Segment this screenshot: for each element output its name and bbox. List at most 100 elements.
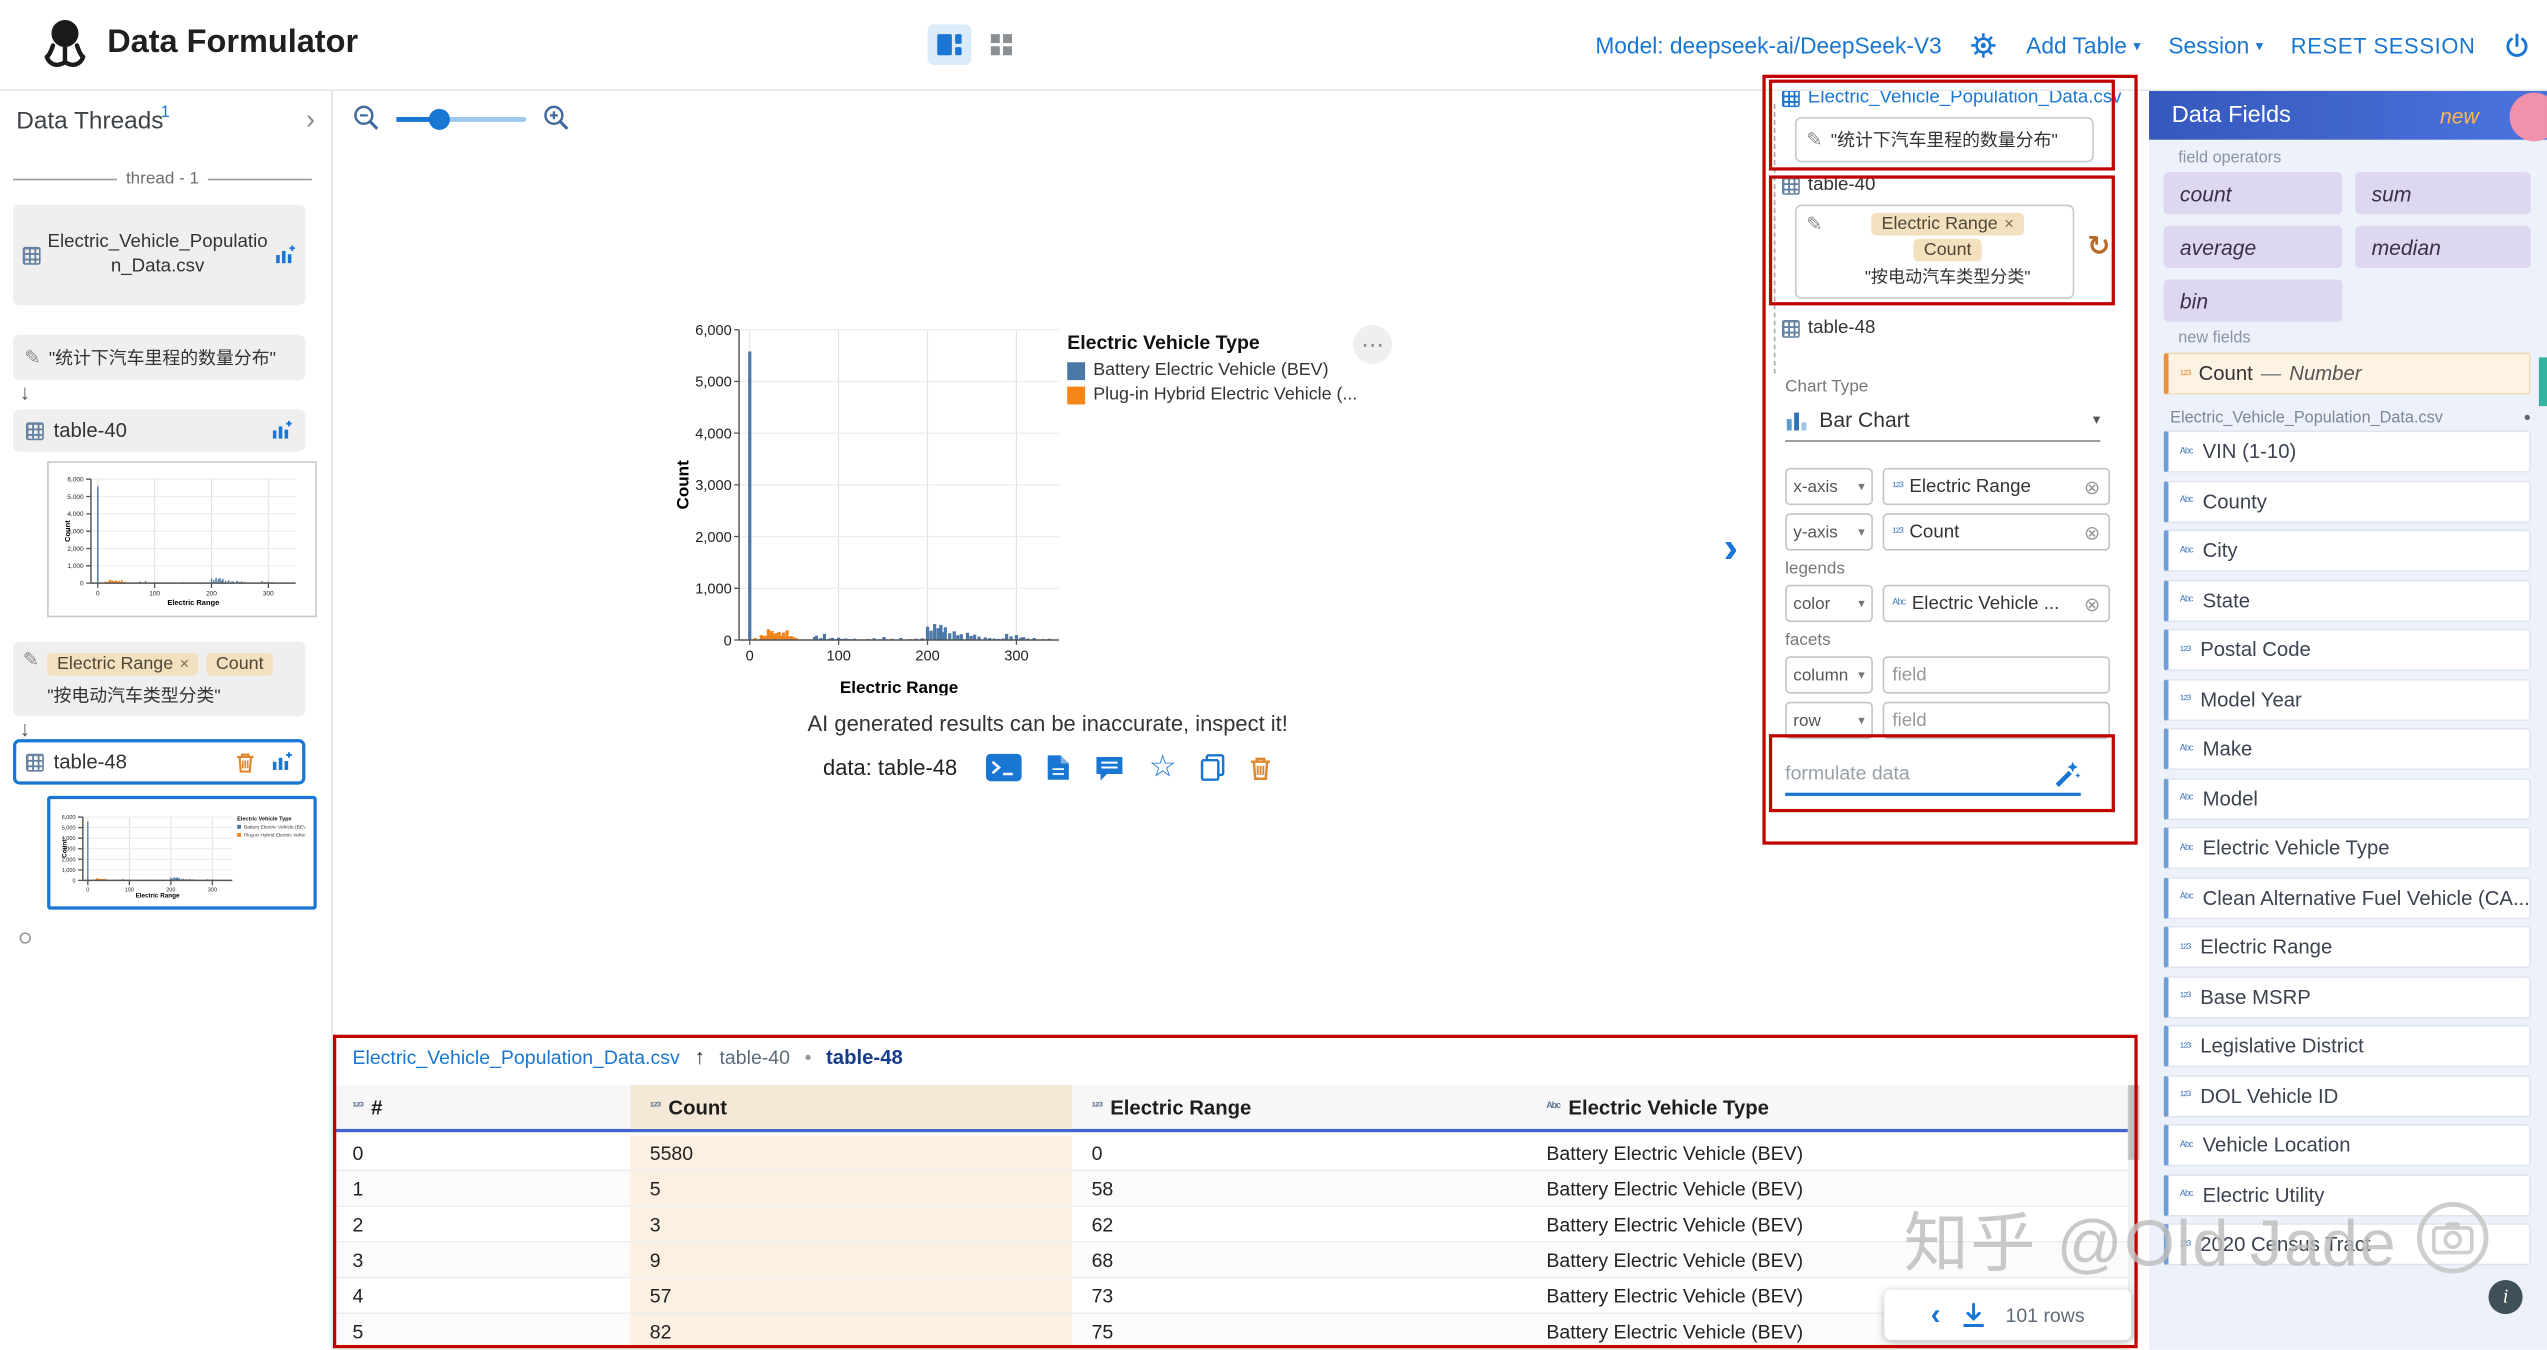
new-field-chip-count[interactable]: ¹²³ Count — Number [2163, 352, 2531, 395]
field-chip-make[interactable]: ᴬᵇᶜ Make [2163, 727, 2531, 770]
dataset-card[interactable]: Electric_Vehicle_Population_Data.csv [12, 204, 306, 306]
operator-chip-sum[interactable]: sum [2355, 172, 2531, 215]
tab-table-40[interactable]: table-40 [719, 1045, 790, 1069]
color-channel-select[interactable]: color ▾ [1785, 584, 1873, 623]
field-chip-county[interactable]: ᴬᵇᶜ County [2163, 479, 2531, 523]
column-header-count[interactable]: ¹²³ Count [630, 1085, 1073, 1129]
chart-thumbnail-table-40[interactable]: 0 100 200 300 0 1,000 2,000 3,000 4,000 5,000 6,00… [47, 461, 317, 618]
formulate-wand-icon[interactable] [2052, 759, 2081, 788]
rerun-refresh-icon[interactable]: ↻ [2087, 230, 2111, 262]
field-chip-dol-vehicle-id[interactable]: ¹²³ DOL Vehicle ID [2163, 1074, 2531, 1117]
close-icon[interactable]: × [2004, 215, 2014, 234]
row-channel-select[interactable]: row ▾ [1785, 701, 1873, 740]
add-chart-icon[interactable] [275, 244, 296, 265]
chart-menu-button[interactable]: ⋯ [1353, 324, 1393, 364]
field-chip-count[interactable]: Count [1914, 238, 1982, 262]
field-chip-vin-1-10[interactable]: ᴬᵇᶜ VIN (1-10) [2163, 430, 2531, 473]
scrollbar-thumb[interactable] [2538, 357, 2547, 407]
remove-field-icon[interactable]: ⊗ [2083, 520, 2101, 544]
transformation-card[interactable]: ✎ Electric Range × Count "按电动汽车类型分类" [1794, 204, 2075, 299]
slider-thumb[interactable] [428, 108, 450, 130]
field-chip-electric-vehicle-type[interactable]: ᴬᵇᶜ Electric Vehicle Type [2163, 826, 2531, 870]
operator-chip-median[interactable]: median [2355, 225, 2531, 269]
arrow-up-icon[interactable]: ↑ [694, 1044, 705, 1069]
x-axis-field-slot[interactable]: ¹²³ Electric Range ⊗ [1882, 467, 2111, 506]
add-chart-icon[interactable] [271, 751, 292, 772]
column-header-item[interactable]: ¹²³ # [352, 1095, 383, 1119]
formulate-input[interactable]: formulate data [1785, 754, 2081, 796]
operator-chip-average[interactable]: average [2163, 225, 2343, 269]
prompt-card[interactable]: ✎ "统计下汽车里程的数量分布" [1794, 116, 2094, 163]
delete-icon[interactable] [236, 751, 255, 772]
chart-type-select[interactable]: Bar Chart ▾ [1785, 400, 2101, 442]
field-chip-vehicle-location[interactable]: ᴬᵇᶜ Vehicle Location [2163, 1124, 2531, 1167]
y-axis-channel-select[interactable]: y-axis ▾ [1785, 513, 1873, 551]
code-terminal-icon[interactable] [986, 753, 1023, 782]
color-field-slot[interactable]: ᴬᵇᶜ Electric Vehicle ... ⊗ [1882, 584, 2111, 623]
column-channel-select[interactable]: column ▾ [1785, 656, 1873, 694]
info-icon[interactable]: i [2488, 1279, 2523, 1315]
tab-table-48[interactable]: table-48 [826, 1045, 903, 1069]
zoom-slider[interactable] [396, 106, 527, 130]
tab-dataset-csv[interactable]: Electric_Vehicle_Population_Data.csv [352, 1045, 680, 1069]
field-chip-clean-alternative-fuel-vehicle-ca[interactable]: ᴬᵇᶜ Clean Alternative Fuel Vehicle (CA... [2163, 876, 2531, 919]
column-header-electric-range[interactable]: ¹²³ Electric Range [1091, 1095, 1252, 1119]
field-chip-electric-utility[interactable]: ᴬᵇᶜ Electric Utility [2163, 1173, 2531, 1216]
column-header-electric-vehicle-type[interactable]: ᴬᵇᶜ Electric Vehicle Type [1546, 1095, 1769, 1119]
legend-item[interactable]: Plug-in Hybrid Electric Vehicle (... [1067, 385, 1392, 404]
settings-gear-icon[interactable] [1969, 31, 1998, 60]
remove-field-icon[interactable]: ⊗ [2083, 592, 2101, 615]
table-scrollbar[interactable] [2127, 1085, 2140, 1339]
field-chip-electric-range[interactable]: Electric Range × [47, 652, 199, 676]
close-icon[interactable]: × [179, 655, 190, 674]
document-icon[interactable] [1046, 754, 1070, 782]
table-48-link[interactable]: table-48 [1781, 318, 1875, 338]
field-chip-electric-range[interactable]: Electric Range × [1871, 212, 2024, 236]
panel-expand-chevron[interactable]: › [1723, 523, 1739, 572]
remove-field-icon[interactable]: ⊗ [2083, 475, 2101, 498]
carousel-view-button[interactable] [927, 24, 972, 65]
avatar[interactable] [2509, 92, 2547, 142]
chevron-right-icon[interactable]: › [305, 103, 316, 135]
field-chip-postal-code[interactable]: ¹²³ Postal Code [2163, 628, 2531, 671]
row-field-slot[interactable]: field [1882, 701, 2111, 740]
power-icon[interactable] [2503, 32, 2531, 60]
field-chip-electric-range[interactable]: ¹²³ Electric Range [2163, 925, 2531, 969]
operator-chip-bin[interactable]: bin [2163, 279, 2343, 322]
x-axis-channel-select[interactable]: x-axis ▾ [1785, 467, 1873, 506]
scrollbar-thumb[interactable] [2127, 1085, 2140, 1160]
transformation-card[interactable]: ✎ Electric Range × Count "按电动汽车类型分类" [12, 641, 306, 717]
dataset-link[interactable]: Electric_Vehicle_Population_Data.csv [1781, 88, 2126, 107]
reset-session-button[interactable]: RESET SESSION [2290, 33, 2476, 58]
star-icon[interactable]: ☆ [1148, 750, 1177, 785]
column-field-slot[interactable]: field [1882, 656, 2111, 694]
session-button[interactable]: Session ▾ [2168, 32, 2263, 58]
y-axis-field-slot[interactable]: ¹²³ Count ⊗ [1882, 513, 2111, 551]
grid-view-button[interactable] [979, 24, 1023, 65]
model-selector[interactable]: Model: deepseek-ai/DeepSeek-V3 [1595, 32, 1942, 59]
table-48-card[interactable]: table-48 [12, 739, 306, 785]
result-chart[interactable]: 0 100 200 300 0 1,000 2,000 3,000 4,000 5,000 6,00… [671, 314, 1069, 704]
field-chip-2020-census-tract[interactable]: ¹²³ 2020 Census Tract [2163, 1223, 2531, 1266]
field-chip-base-msrp[interactable]: ¹²³ Base MSRP [2163, 975, 2531, 1018]
field-chip-state[interactable]: ᴬᵇᶜ State [2163, 579, 2531, 622]
chevron-left-icon[interactable]: ‹ [1930, 1297, 1941, 1331]
zoom-out-icon[interactable] [352, 104, 380, 132]
add-table-button[interactable]: Add Table ▾ [2026, 32, 2141, 58]
download-icon[interactable] [1960, 1302, 1986, 1328]
comment-icon[interactable] [1095, 755, 1124, 781]
field-chip-count[interactable]: Count [206, 652, 274, 676]
operator-chip-count[interactable]: count [2163, 172, 2343, 215]
table-40-link[interactable]: table-40 [1781, 175, 1875, 195]
table-40-card[interactable]: table-40 [12, 409, 306, 452]
prompt-card[interactable]: ✎ "统计下汽车里程的数量分布" [12, 334, 306, 381]
field-chip-legislative-district[interactable]: ¹²³ Legislative District [2163, 1024, 2531, 1068]
zoom-in-icon[interactable] [543, 104, 571, 132]
copy-icon[interactable] [1201, 754, 1225, 782]
field-chip-city[interactable]: ᴬᵇᶜ City [2163, 529, 2531, 572]
add-chart-icon[interactable] [271, 420, 292, 441]
field-chip-model-year[interactable]: ¹²³ Model Year [2163, 678, 2531, 721]
chart-thumbnail-table-48[interactable]: 0 100 200 300 0 1,000 2,000 3,000 4,000 5,000 6,00… [47, 795, 317, 910]
delete-icon[interactable] [1250, 755, 1273, 781]
field-chip-model[interactable]: ᴬᵇᶜ Model [2163, 777, 2531, 820]
